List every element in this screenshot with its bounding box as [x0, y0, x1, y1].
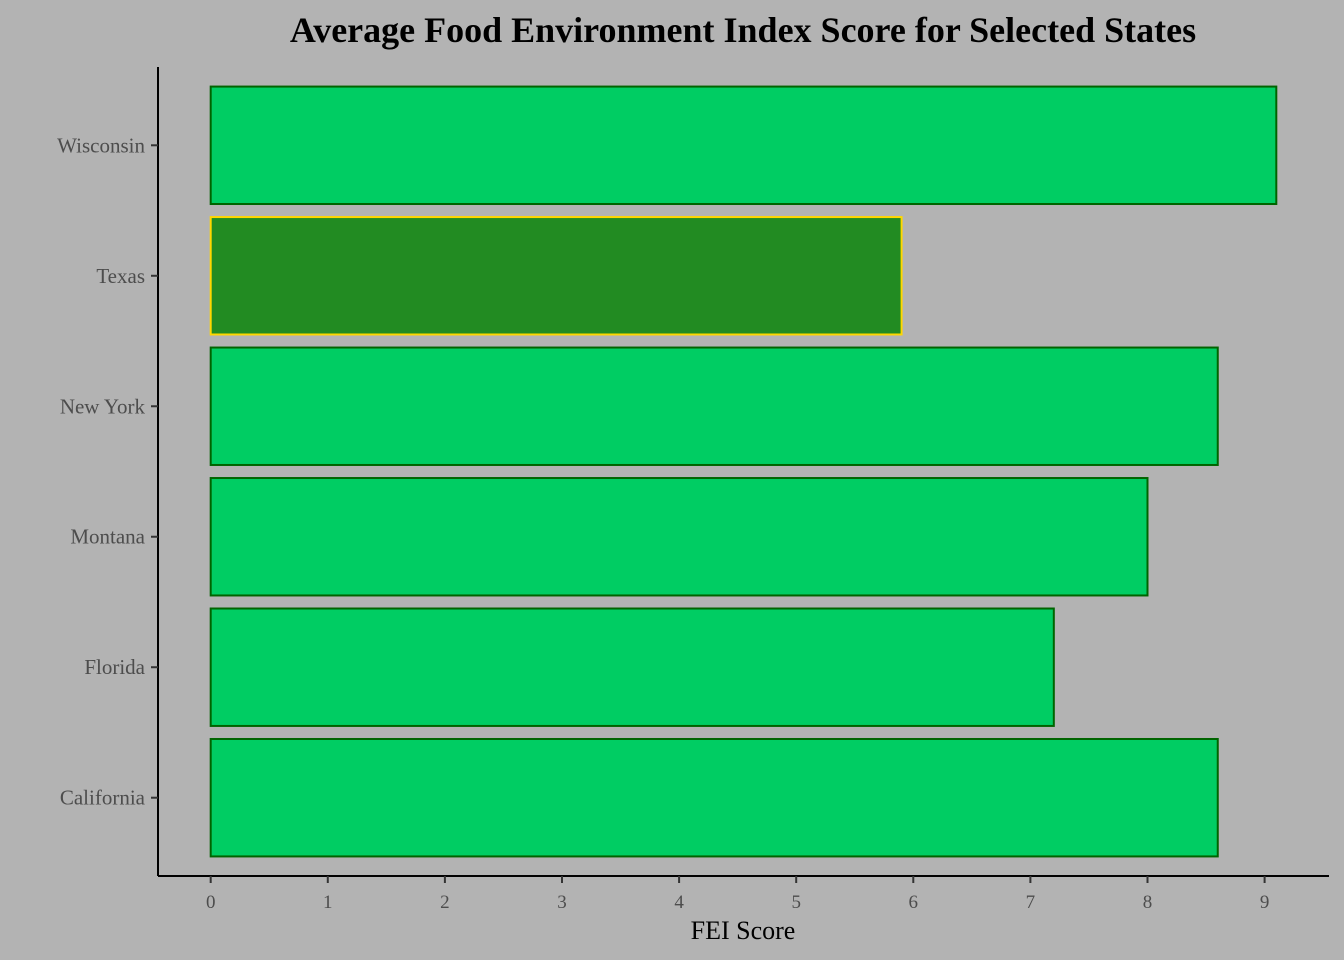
x-axis-title: FEI Score — [691, 916, 796, 945]
bar-texas — [209, 216, 903, 336]
bar-florida — [209, 607, 1055, 727]
x-tick-label-5: 5 — [791, 892, 801, 913]
x-tick-label-0: 0 — [206, 892, 216, 913]
x-tick-label-8: 8 — [1143, 892, 1153, 913]
y-tick-label-wisconsin: Wisconsin — [57, 133, 145, 157]
y-tick-label-florida: Florida — [84, 655, 145, 679]
x-tick-label-4: 4 — [674, 892, 684, 913]
x-tick-label-2: 2 — [440, 892, 450, 913]
y-tick-label-montana: Montana — [70, 525, 145, 549]
chart-title: Average Food Environment Index Score for… — [290, 10, 1196, 50]
x-tick-label-1: 1 — [323, 892, 333, 913]
x-axis-ticks: 0 1 2 3 4 5 6 7 8 9 — [206, 876, 1269, 913]
bar-california — [209, 737, 1219, 858]
y-tick-label-texas: Texas — [96, 264, 145, 288]
y-axis-ticks: California Florida Montana New York Texas Wis… — [57, 133, 158, 810]
bar-new-york — [209, 346, 1219, 466]
bar-montana — [209, 477, 1149, 597]
axes-group — [157, 67, 1329, 877]
y-tick-label-new-york: New York — [60, 394, 146, 418]
x-tick-label-7: 7 — [1026, 892, 1036, 913]
x-tick-label-3: 3 — [557, 892, 567, 913]
bars-group — [209, 85, 1278, 858]
x-tick-label-9: 9 — [1260, 892, 1270, 913]
y-tick-label-california: California — [60, 786, 146, 810]
bar-wisconsin — [209, 85, 1278, 206]
x-tick-label-6: 6 — [909, 892, 919, 913]
